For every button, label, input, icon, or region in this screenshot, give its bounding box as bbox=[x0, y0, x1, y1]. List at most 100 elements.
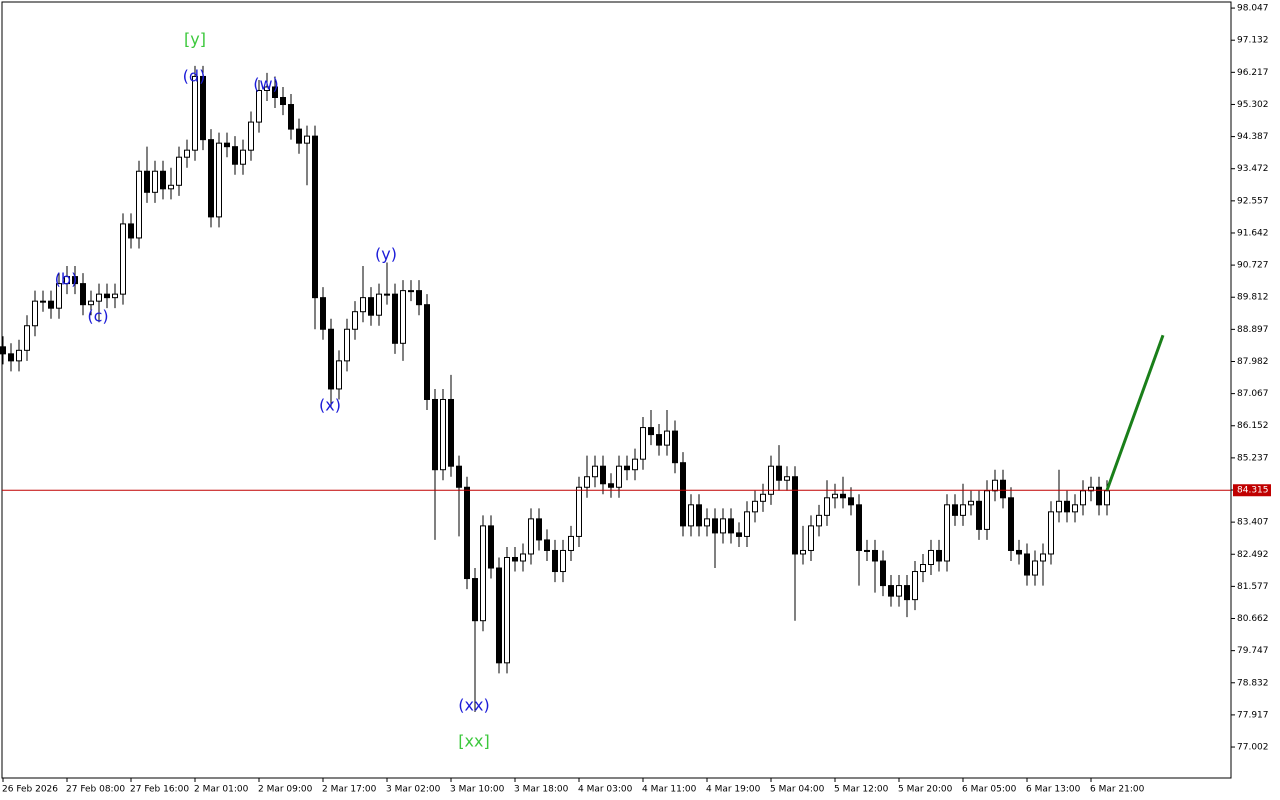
wave-label: (b) bbox=[55, 270, 78, 289]
candle-body bbox=[552, 549, 558, 573]
current-price-box bbox=[1233, 484, 1271, 497]
candle-body bbox=[872, 549, 878, 562]
candle-body bbox=[392, 293, 398, 344]
candle-body bbox=[344, 328, 350, 362]
y-tick-label: 95.302 bbox=[1237, 100, 1269, 110]
candle-body bbox=[712, 518, 718, 534]
candle-body bbox=[480, 525, 486, 622]
candle-body bbox=[408, 290, 414, 293]
candle-body bbox=[1072, 504, 1078, 513]
candle-body bbox=[704, 518, 710, 527]
candle-body bbox=[792, 476, 798, 555]
candle-body bbox=[912, 571, 918, 601]
candle-body bbox=[1000, 479, 1006, 499]
x-tick-label: 2 Mar 17:00 bbox=[322, 785, 377, 795]
candle-body bbox=[216, 142, 222, 218]
candle-body bbox=[1064, 500, 1070, 513]
candle-body bbox=[136, 170, 142, 239]
candle-body bbox=[528, 518, 534, 555]
candle-body bbox=[112, 293, 118, 299]
candle-body bbox=[280, 97, 286, 106]
wave-label: (d) bbox=[183, 67, 206, 86]
candle-body bbox=[800, 549, 806, 555]
x-tick-label: 2 Mar 01:00 bbox=[194, 785, 249, 795]
y-tick-label: 81.577 bbox=[1237, 582, 1269, 592]
candle-body bbox=[320, 297, 326, 330]
x-tick-label: 6 Mar 05:00 bbox=[962, 785, 1017, 795]
candle-body bbox=[40, 300, 46, 303]
candle-body bbox=[128, 223, 134, 239]
candle-body bbox=[968, 500, 974, 506]
candle-body bbox=[624, 465, 630, 471]
candle-body bbox=[744, 511, 750, 537]
candle-body bbox=[848, 497, 854, 506]
x-tick-label: 27 Feb 16:00 bbox=[130, 785, 189, 795]
candle-body bbox=[568, 535, 574, 551]
y-tick-label: 92.557 bbox=[1237, 196, 1269, 206]
y-tick-label: 83.407 bbox=[1237, 518, 1269, 528]
y-tick-label: 82.492 bbox=[1237, 550, 1269, 560]
candle-body bbox=[1096, 486, 1102, 506]
candle-body bbox=[768, 465, 774, 495]
candle-body bbox=[0, 346, 6, 355]
candle-body bbox=[680, 462, 686, 527]
candle-body bbox=[160, 170, 166, 190]
candle-body bbox=[432, 398, 438, 471]
x-tick-label: 3 Mar 10:00 bbox=[450, 785, 505, 795]
candle-body bbox=[1104, 490, 1110, 506]
candle-body bbox=[232, 146, 238, 165]
candle-body bbox=[544, 539, 550, 551]
candle-body bbox=[720, 518, 726, 534]
candle-body bbox=[696, 504, 702, 527]
candle-body bbox=[424, 304, 430, 400]
candle-body bbox=[1056, 500, 1062, 513]
current-price-label: 84.315 bbox=[1237, 486, 1269, 496]
candle-body bbox=[896, 585, 902, 597]
candle-body bbox=[536, 518, 542, 541]
candle-body bbox=[208, 139, 214, 218]
candle-body bbox=[784, 476, 790, 481]
candle-body bbox=[352, 311, 358, 330]
candle-body bbox=[576, 486, 582, 537]
candle-body bbox=[1024, 553, 1030, 576]
candle-body bbox=[1048, 511, 1054, 555]
candle-body bbox=[200, 75, 206, 141]
candle-body bbox=[464, 486, 470, 580]
candle-body bbox=[560, 549, 566, 573]
candle-body bbox=[1088, 486, 1094, 492]
candle-body bbox=[488, 525, 494, 569]
candle-body bbox=[984, 490, 990, 530]
candle-body bbox=[816, 514, 822, 527]
candle-body bbox=[592, 465, 598, 478]
candle-body bbox=[608, 483, 614, 488]
candle-body bbox=[384, 293, 390, 296]
candle-body bbox=[400, 290, 406, 344]
y-tick-label: 96.217 bbox=[1237, 68, 1269, 78]
candle-body bbox=[296, 128, 302, 144]
candle-body bbox=[440, 398, 446, 471]
wave-label: (x) bbox=[319, 396, 341, 415]
candle-body bbox=[456, 465, 462, 488]
x-tick-label: 26 Feb 2026 bbox=[2, 785, 58, 795]
y-tick-label: 93.472 bbox=[1237, 164, 1269, 174]
candle-body bbox=[224, 142, 230, 148]
candle-body bbox=[952, 504, 958, 516]
candle-body bbox=[1016, 549, 1022, 555]
candle-body bbox=[928, 549, 934, 566]
candle-body bbox=[936, 549, 942, 562]
candle-body bbox=[944, 504, 950, 562]
candle-body bbox=[64, 276, 70, 285]
candle-body bbox=[616, 465, 622, 488]
candle-body bbox=[640, 427, 646, 460]
candle-body bbox=[880, 560, 886, 587]
candle-body bbox=[976, 500, 982, 530]
candle-body bbox=[152, 170, 158, 193]
candle-body bbox=[512, 556, 518, 562]
candle-body bbox=[184, 149, 190, 158]
y-tick-label: 85.237 bbox=[1237, 453, 1269, 463]
candle-body bbox=[304, 135, 310, 144]
candle-body bbox=[960, 504, 966, 516]
candle-body bbox=[104, 293, 110, 299]
x-tick-label: 5 Mar 12:00 bbox=[834, 785, 889, 795]
candle-body bbox=[248, 121, 254, 151]
